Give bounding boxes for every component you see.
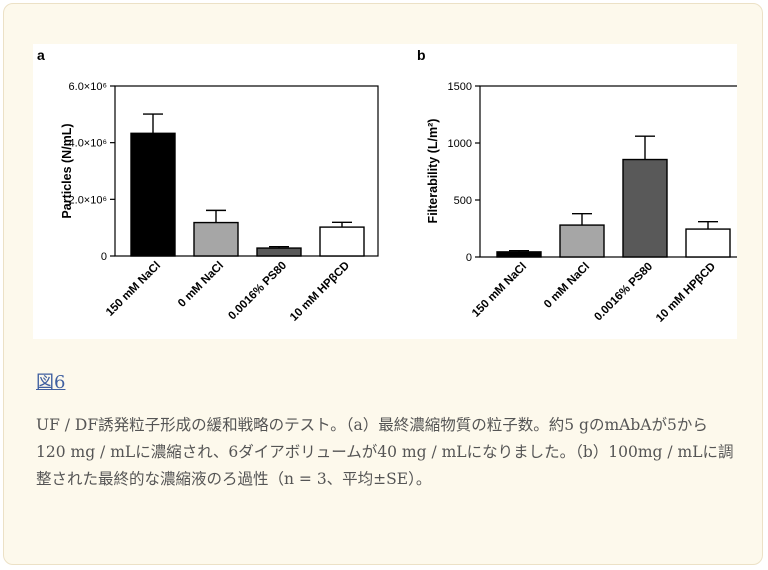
bar [685,228,731,258]
figure-link[interactable]: 図6 [36,372,66,393]
figure-card: a 0 2.0×10⁶ 4.0×10⁶ 6.0×10⁶ Particles (N/mL) 1… [3,3,763,565]
y-axis-label: Filterability (L/m²) [426,119,440,224]
y-tick-label: 0 [101,251,107,263]
x-tick-label: 0 mM NaCl [176,260,226,310]
y-tick-label: 1000 [448,138,472,150]
panel-letter: b [417,47,426,63]
bar [496,251,542,258]
plot-frame [479,85,737,258]
bar [622,158,668,258]
x-tick-label: 0.0016% PS80 [226,260,289,323]
x-tick-label: 0.0016% PS80 [592,261,655,324]
y-axis-label: Particles (N/mL) [60,123,74,218]
y-tick-label: 6.0×10⁶ [69,81,107,93]
figure-image: a 0 2.0×10⁶ 4.0×10⁶ 6.0×10⁶ Particles (N/mL) 1… [33,44,737,339]
y-tick-label: 0 [466,252,472,264]
bar [193,221,239,257]
x-tick-label: 10 mM HPβCD [288,260,352,324]
x-tick-label: 150 mM NaCl [104,260,163,319]
chart-panel-a: a 0 2.0×10⁶ 4.0×10⁶ 6.0×10⁶ Particles (N/mL) 1… [37,47,379,324]
y-tick-label: 2.0×10⁶ [69,194,107,206]
chart-panel-b: b 0 500 1000 1500 Filterability (L/m²) 150 mM … [417,47,737,325]
x-tick-label: 150 mM NaCl [470,261,529,320]
y-tick-label: 1500 [448,81,472,93]
figure-caption: UF / DF誘発粒子形成の緩和戦略のテスト。（a）最終濃縮物質の粒子数。約5 … [36,416,734,488]
x-tick-label: 10 mM HPβCD [654,261,718,325]
bar [559,224,605,258]
charts-svg: a 0 2.0×10⁶ 4.0×10⁶ 6.0×10⁶ Particles (N/mL) 1… [37,47,737,325]
bar [256,247,302,257]
bar [319,226,365,257]
y-tick-label: 4.0×10⁶ [69,138,107,150]
plot-frame [114,85,379,257]
x-tick-label: 0 mM NaCl [542,261,592,311]
panel-letter: a [37,47,45,63]
y-tick-label: 500 [454,195,472,207]
bar [130,132,176,257]
